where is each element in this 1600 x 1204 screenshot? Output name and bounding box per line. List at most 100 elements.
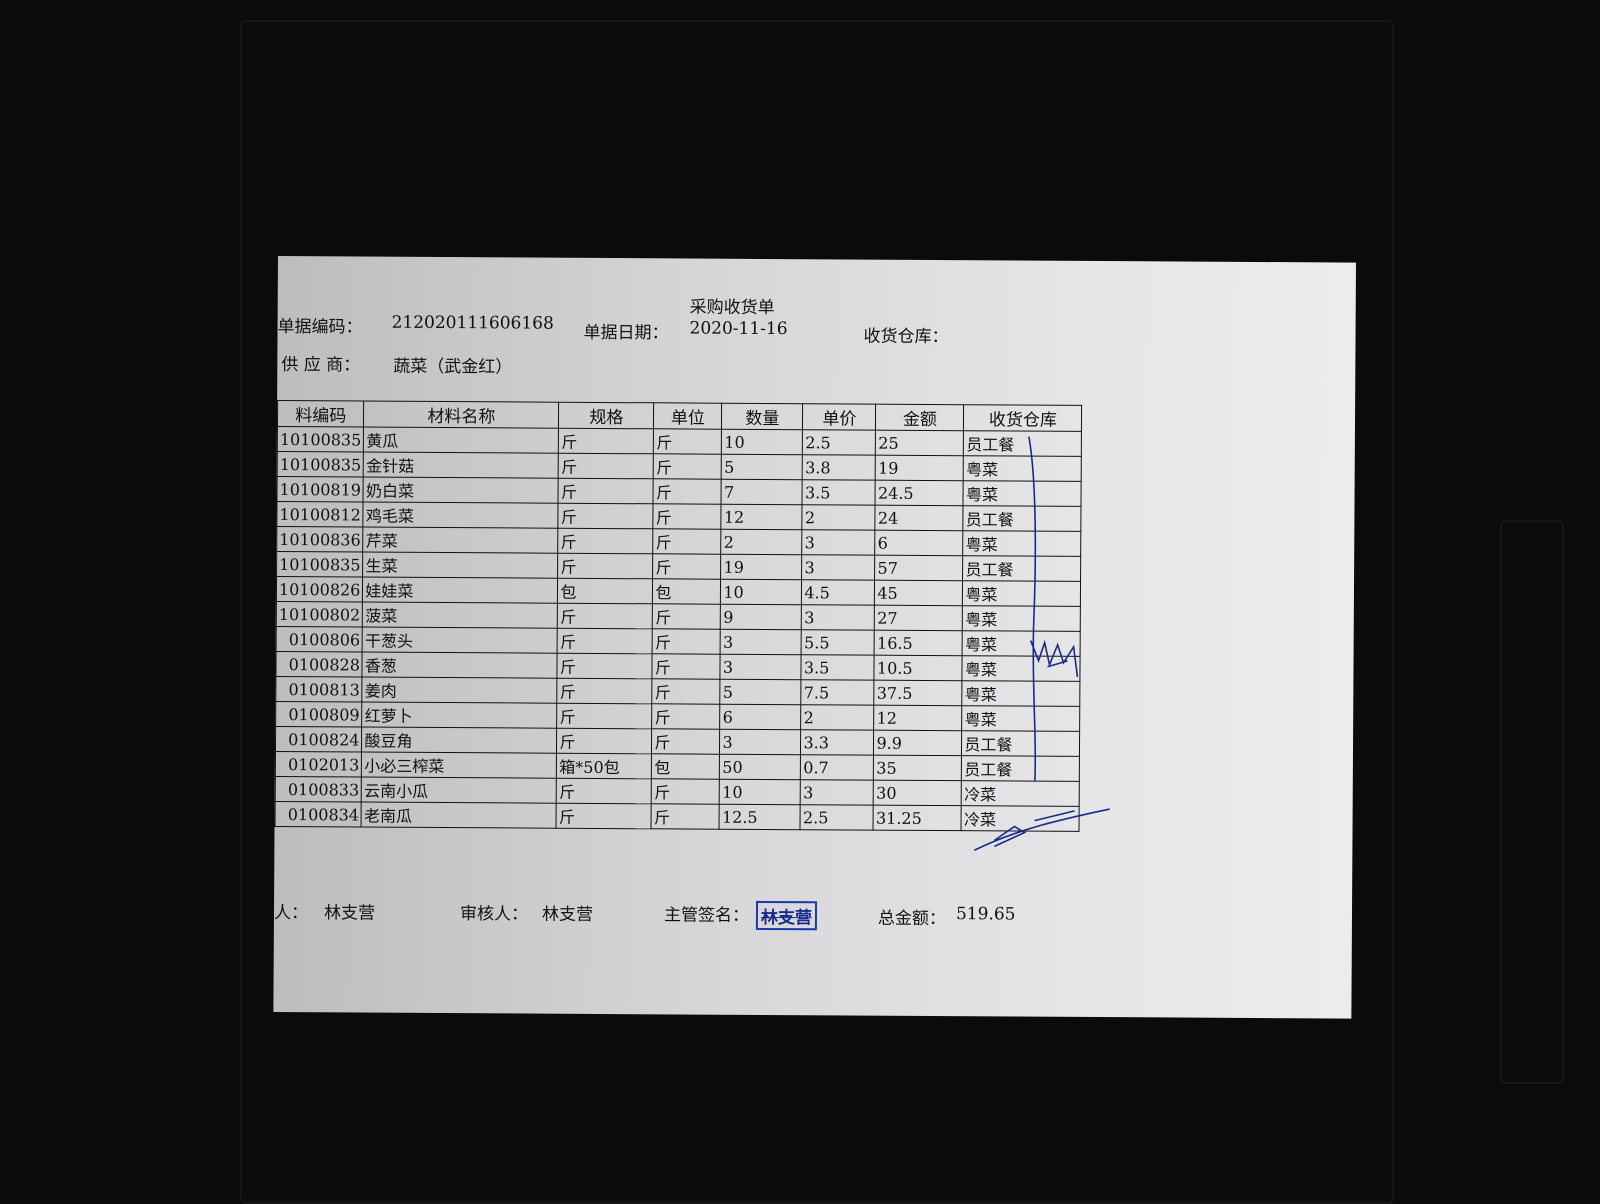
table-cell: 斤	[556, 728, 653, 754]
table-cell: 员工餐	[961, 730, 1081, 757]
total-label: 总金额：	[877, 908, 947, 930]
table-cell: 箱*50包	[556, 753, 652, 779]
table-cell: 19	[875, 455, 964, 481]
table-cell: 10100819	[277, 476, 364, 503]
table-cell: 员工餐	[963, 505, 1082, 532]
table-cell: 0.7	[800, 754, 874, 781]
table-cell: 云南小瓜	[361, 777, 557, 804]
doc-no: 212020111606168	[391, 312, 554, 334]
table-cell: 粤菜	[962, 605, 1081, 632]
table-cell: 娃娃菜	[362, 577, 558, 604]
table-cell: 25	[875, 430, 964, 456]
supplier-label: 供 应 商：	[281, 355, 361, 376]
table-cell: 37.5	[874, 680, 963, 706]
maker: 林支营	[323, 903, 376, 924]
table-cell: 0102013	[275, 751, 362, 778]
table-cell: 3	[719, 729, 802, 755]
date-label: 单据日期：	[583, 322, 669, 344]
table-cell: 干葱头	[362, 627, 558, 654]
table-cell: 香葱	[362, 652, 558, 679]
table-cell: 6	[875, 530, 964, 556]
table-cell: 10	[720, 579, 802, 605]
table-cell: 斤	[556, 803, 652, 829]
table-cell: 斤	[652, 678, 721, 705]
table-cell: 3	[801, 604, 875, 631]
table-cell: 粤菜	[962, 580, 1081, 607]
maker-label: 人：	[273, 902, 309, 924]
table-cell: 10.5	[874, 655, 963, 681]
table-cell: 3	[802, 529, 876, 556]
table-cell: 2	[801, 704, 875, 731]
table-cell: 24.5	[875, 480, 964, 506]
table-cell: 5.5	[801, 629, 875, 656]
table-cell: 0100828	[275, 651, 363, 678]
table-cell: 冷菜	[961, 780, 1080, 807]
table-cell: 7.5	[801, 679, 875, 706]
column-header: 规格	[558, 402, 655, 429]
table-cell: 斤	[558, 503, 654, 529]
table-cell: 斤	[652, 628, 721, 655]
table-cell: 10100835	[276, 551, 364, 578]
column-header: 料编码	[277, 400, 365, 428]
table-cell: 鸡毛菜	[363, 502, 559, 529]
table-cell: 3.3	[800, 729, 875, 756]
table-cell: 10	[719, 779, 801, 805]
table-cell: 3	[801, 554, 876, 581]
table-cell: 斤	[557, 703, 653, 729]
table-cell: 0100824	[275, 726, 363, 753]
items-table: 料编码 材料名称 规格 单位 数量 单价 金额 收货仓库 10100835 黄瓜斤斤 10 2.5 2…	[275, 400, 1083, 832]
table-cell: 包	[652, 578, 721, 605]
table-cell: 3	[720, 654, 802, 680]
table-cell: 35	[873, 755, 962, 781]
table-cell: 员工餐	[962, 555, 1082, 582]
table-cell: 酸豆角	[361, 727, 558, 754]
table-cell: 0100809	[275, 701, 363, 728]
table-cell: 奶白菜	[363, 477, 559, 504]
warehouse-label: 收货仓库：	[863, 326, 949, 348]
table-cell: 斤	[652, 653, 721, 680]
table-cell: 9.9	[873, 730, 963, 756]
table-cell: 斤	[652, 603, 721, 630]
table-cell: 10100835	[277, 426, 364, 453]
table-cell: 10100812	[276, 501, 364, 528]
table-cell: 3.5	[801, 654, 875, 681]
background-object	[1500, 520, 1564, 1084]
table-cell: 12	[874, 705, 963, 731]
table-cell: 小必三榨菜	[361, 752, 557, 779]
table-cell: 粤菜	[962, 705, 1081, 732]
table-cell: 斤	[557, 628, 653, 654]
table-cell: 粤菜	[962, 630, 1081, 657]
column-header: 金额	[875, 404, 965, 431]
table-cell: 9	[720, 604, 802, 630]
table-cell: 员工餐	[961, 755, 1080, 782]
table-cell: 2.5	[800, 804, 874, 831]
table-cell: 2.5	[802, 429, 876, 456]
table-cell: 包	[557, 578, 653, 604]
table-cell: 斤	[651, 728, 721, 755]
table-cell: 斤	[651, 803, 720, 830]
table-cell: 斤	[652, 703, 721, 730]
table-cell: 粤菜	[962, 680, 1081, 707]
table-cell: 斤	[652, 553, 722, 580]
table-cell: 0100833	[275, 776, 362, 803]
table-cell: 冷菜	[961, 805, 1080, 832]
column-header: 收货仓库	[963, 404, 1083, 432]
table-cell: 粤菜	[963, 480, 1082, 507]
table-cell: 斤	[558, 428, 654, 454]
table-cell: 19	[720, 554, 803, 580]
table-cell: 16.5	[874, 630, 963, 656]
table-cell: 生菜	[362, 552, 559, 579]
table-cell: 斤	[557, 653, 653, 679]
table-cell: 斤	[653, 453, 722, 480]
doc-no-label: 单据编码：	[277, 316, 363, 338]
table-cell: 斤	[653, 503, 722, 530]
table-cell: 斤	[653, 478, 722, 505]
table-cell: 24	[875, 505, 964, 531]
table-cell: 10100826	[276, 576, 363, 603]
table-cell: 30	[873, 780, 962, 806]
supplier: 蔬菜（武金红）	[393, 356, 513, 378]
table-cell: 斤	[558, 478, 654, 504]
table-cell: 10100835	[277, 451, 364, 478]
table-cell: 红萝卜	[362, 702, 558, 729]
table-cell: 老南瓜	[361, 802, 557, 829]
